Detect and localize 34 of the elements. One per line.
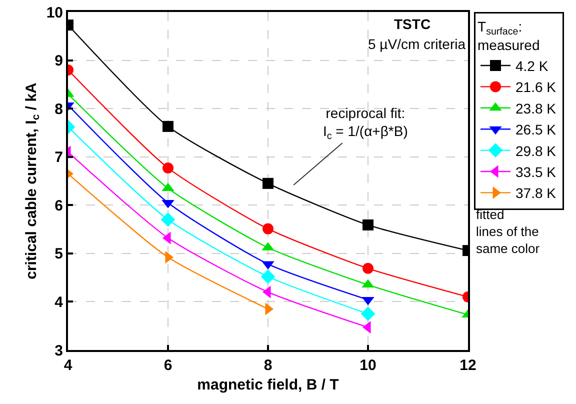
annotation: 5 µV/cm criteria	[368, 36, 466, 52]
point	[262, 178, 274, 189]
y-tick-label: 3	[54, 342, 63, 360]
point	[262, 223, 274, 234]
legend-label: 26.5 K	[516, 122, 557, 138]
point	[360, 306, 376, 321]
x-tick-label: 12	[460, 357, 476, 374]
legend-label: 21.6 K	[516, 79, 557, 96]
legend-label: 4.2 K	[516, 58, 549, 74]
point	[362, 262, 374, 274]
y-tick-label: 5	[54, 246, 63, 263]
point	[260, 269, 276, 284]
x-tick-label: 6	[164, 357, 172, 374]
legend-title: T$_{surface}$: measured	[478, 18, 540, 53]
annotation: reciprocal fit: I$_{c}$ = 1/(α+β*B)	[323, 105, 408, 142]
y-tick-label: 4	[54, 294, 64, 311]
y-tick-label: 7	[54, 149, 63, 166]
legend-label: 29.8 K	[516, 142, 557, 159]
y-tick-label: 10	[46, 4, 63, 22]
y-tick-label: 8	[54, 100, 63, 118]
point	[162, 162, 174, 174]
x-tick-label: 8	[264, 357, 272, 374]
legend-label: 33.5 K	[516, 164, 557, 180]
y-tick-label: 9	[54, 52, 63, 70]
point	[162, 120, 174, 132]
legend-label: 23.8 K	[516, 100, 557, 116]
point	[160, 212, 176, 227]
y-tick-label: 6	[54, 197, 63, 214]
x-axis-title: magnetic field, B / T	[197, 376, 339, 394]
legend-label: 37.8 K	[516, 185, 557, 202]
x-tick-label: 10	[360, 357, 376, 374]
annotation: TSTC	[394, 16, 431, 32]
point	[362, 219, 374, 230]
text: fitted lines of the same color	[476, 207, 540, 256]
